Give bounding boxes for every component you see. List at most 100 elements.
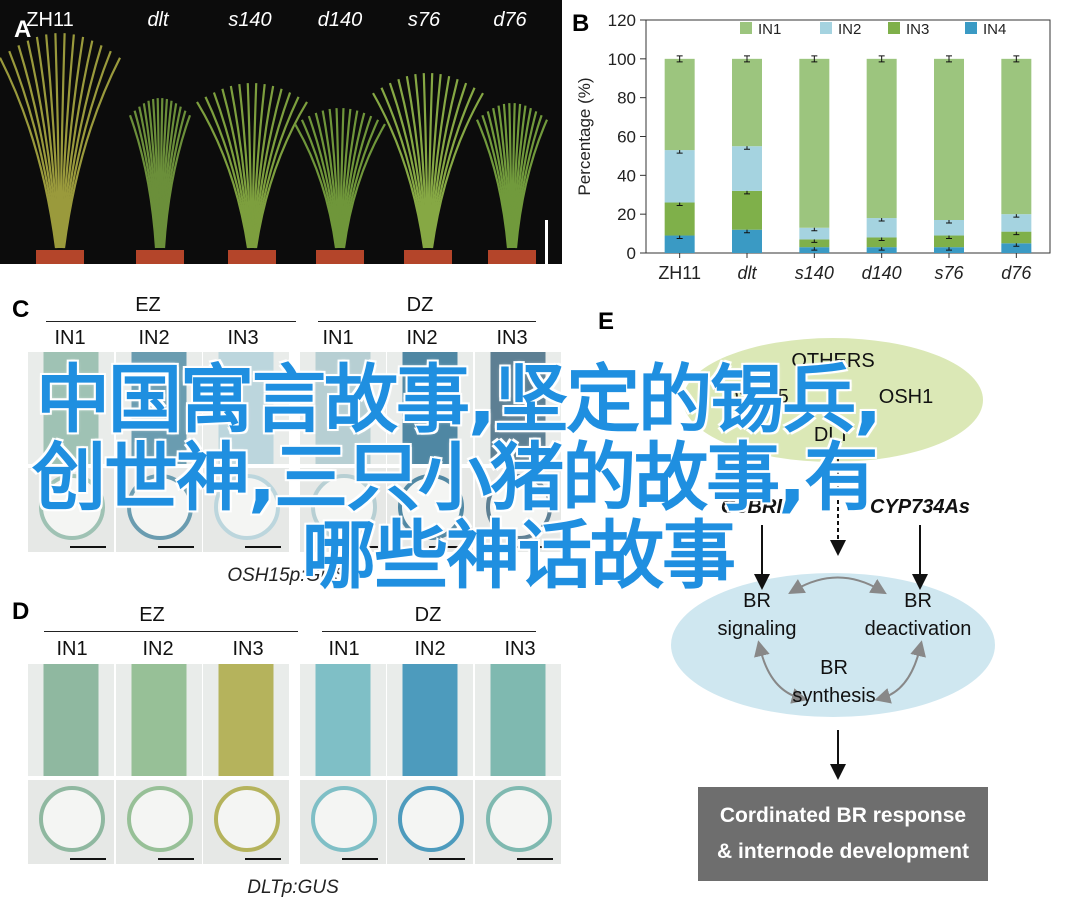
node-br-synthesis-2: synthesis (792, 685, 876, 707)
d-longitudinal-2 (116, 664, 202, 776)
c-ring-1 (39, 474, 105, 540)
others-ellipse (683, 338, 983, 462)
plant-6 (475, 103, 549, 264)
panel-d-in-1: IN1 (56, 638, 88, 660)
scale-bar (545, 220, 548, 264)
y-tick-label-3: 60 (617, 128, 636, 147)
c-scale-bar-3 (245, 546, 281, 548)
bar-d76-IN1 (1001, 58, 1032, 215)
c-cross-section-6 (475, 468, 561, 552)
arrow-deactivation-synthesis (874, 640, 926, 704)
gene-cyp734as: CYP734As (869, 496, 971, 518)
c-cross-section-1 (28, 468, 114, 552)
d-ring-4 (311, 786, 377, 852)
error-bar-ZH11-IN1 (676, 55, 683, 63)
bar-s76-IN2 (934, 219, 964, 236)
c-longitudinal-3 (203, 352, 289, 464)
pot-2 (136, 250, 184, 264)
legend-label-IN2: IN2 (838, 21, 861, 38)
legend-label-IN4: IN4 (983, 21, 1006, 38)
d-cross-section-3 (203, 780, 289, 864)
x-tick-label-2: s140 (795, 263, 834, 283)
result-box: Cordinated BR response & internode devel… (698, 787, 988, 881)
x-tick-label-3: d140 (862, 263, 902, 283)
pot-6 (488, 250, 536, 264)
c-scale-bar-1 (70, 546, 106, 548)
pot-3 (228, 250, 276, 264)
c-ring-2 (127, 474, 193, 540)
bar-ZH11-IN1 (664, 58, 695, 151)
d-longitudinal-6 (475, 664, 561, 776)
plant-name-5: s76 (407, 9, 441, 31)
plant-3 (196, 83, 308, 264)
error-bar-d76-IN1 (1013, 55, 1020, 63)
d-longitudinal-4 (300, 664, 386, 776)
pot-1 (36, 250, 84, 264)
plant-name-2: dlt (147, 9, 169, 31)
plant-name-6: d76 (493, 9, 527, 31)
d-cross-section-5 (387, 780, 473, 864)
plant-name-1: ZH11 (26, 9, 74, 31)
c-ring-5 (398, 474, 464, 540)
panel-d-in-2: IN2 (142, 638, 174, 660)
bar-d76-IN2 (1001, 214, 1032, 232)
arrow-signaling-synthesis (754, 640, 808, 704)
result-line-1: Cordinated BR response (719, 804, 967, 827)
error-bar-dlt-IN1 (744, 55, 750, 63)
node-br-deactivation-2: deactivation (864, 618, 972, 640)
node-dlt: DLT (813, 424, 851, 446)
x-tick-label-5: d76 (1001, 263, 1032, 283)
bar-d76-IN4 (1001, 243, 1032, 253)
panel-d-group-ez: EZ (139, 604, 165, 626)
d-scale-bar-1 (70, 858, 106, 860)
legend-swatch-IN4 (965, 22, 977, 34)
panel-c-in-2: IN2 (138, 327, 170, 349)
bar-dlt-IN2 (732, 146, 762, 191)
bar-ZH11-IN3 (664, 202, 695, 236)
c-cross-section-3 (203, 468, 289, 552)
panel-d-label: D (12, 598, 30, 625)
c-longitudinal-2 (116, 352, 202, 464)
c-ring-6 (486, 474, 552, 540)
d-scale-bar-4 (342, 858, 378, 860)
d-cross-section-1 (28, 780, 114, 864)
node-others: OTHERS (791, 350, 875, 372)
bar-d76-IN3 (1001, 231, 1032, 244)
panel-c-group-ez: EZ (135, 294, 161, 316)
bar-s140-IN3 (799, 239, 830, 248)
plant-name-3: s140 (228, 9, 272, 31)
y-tick-label-0: 0 (627, 244, 636, 263)
d-cross-section-4 (300, 780, 386, 864)
c-scale-bar-6 (517, 546, 553, 548)
panel-c-dz-line (318, 321, 536, 322)
d-longitudinal-3 (203, 664, 289, 776)
panel-c-in-4: IN1 (322, 327, 354, 349)
c-scale-bar-2 (158, 546, 194, 548)
plants-illustration (0, 33, 549, 264)
panel-d-caption: DLTp:GUS (247, 877, 339, 898)
result-line-2: & internode development (716, 840, 970, 863)
error-bar-s76-IN1 (946, 55, 952, 63)
pot-4 (316, 250, 364, 264)
c-scale-bar-5 (429, 546, 465, 548)
legend-swatch-IN3 (888, 22, 900, 34)
c-ring-4 (311, 474, 377, 540)
plot-frame (645, 19, 1051, 254)
y-tick-label-2: 40 (617, 166, 636, 185)
panel-d-dz-line (322, 631, 536, 632)
d-ring-6 (486, 786, 552, 852)
panel-a-label: A (14, 16, 32, 43)
node-br-signaling-1: BR (743, 590, 771, 612)
panel-d-in-5: IN2 (414, 638, 446, 660)
plant-1 (0, 33, 121, 264)
y-tick-label-1: 20 (617, 205, 636, 224)
panel-c-in-3: IN3 (227, 327, 259, 349)
bar-s140-IN2 (799, 227, 830, 240)
c-cross-section-5 (387, 468, 473, 552)
d-longitudinal-1 (28, 664, 114, 776)
node-osh1: OSH1 (878, 386, 934, 408)
d-scale-bar-3 (245, 858, 281, 860)
error-bar-d140-IN1 (878, 55, 885, 63)
panel-c-in-6: IN3 (496, 327, 528, 349)
node-osh15: OSH15 (723, 386, 789, 408)
